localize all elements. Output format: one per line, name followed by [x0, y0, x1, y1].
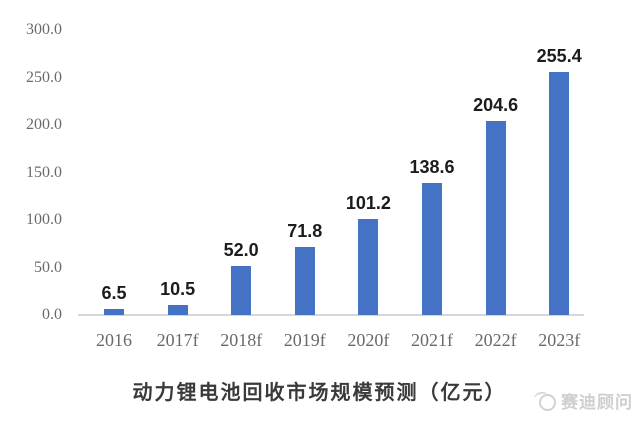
bar-value-label: 71.8 — [287, 220, 323, 241]
x-axis-tick-label: 2022f — [474, 330, 517, 350]
chart-title: 动力锂电池回收市场规模预测（亿元） — [132, 382, 507, 404]
y-axis-tick-label: 100.0 — [26, 211, 62, 228]
x-axis-tick-label: 2019f — [283, 330, 326, 350]
watermark: 赛迪顾问 — [533, 388, 633, 413]
y-axis-tick-label: 250.0 — [26, 68, 62, 86]
y-axis-tick-label: 150.0 — [26, 163, 62, 181]
bar-value-label: 6.5 — [101, 282, 127, 303]
bar-value-label: 255.4 — [536, 46, 582, 67]
x-axis-tick-label: 2020f — [347, 330, 390, 350]
y-axis-tick-label: 200.0 — [26, 116, 62, 133]
bar-2021f — [422, 183, 442, 315]
bar-2023f — [549, 72, 570, 315]
x-axis-tick-label: 2021f — [411, 330, 453, 350]
x-axis-tick-label: 2016 — [96, 330, 132, 350]
logo-globe-shape — [539, 393, 556, 411]
ccid-logo-icon — [533, 390, 556, 411]
bar-value-label: 52.0 — [223, 239, 259, 260]
y-axis-tick-label: 0.0 — [42, 306, 62, 323]
x-axis-tick-label: 2023f — [538, 330, 581, 350]
bar-2019f — [294, 246, 315, 315]
x-axis-tick-label: 2017f — [156, 330, 199, 350]
bar-value-label: 10.5 — [160, 279, 196, 300]
bar-2022f — [485, 120, 506, 315]
bar-value-label: 204.6 — [473, 94, 519, 115]
bar-value-label: 138.6 — [409, 157, 455, 178]
bar-2017f — [167, 305, 188, 315]
x-axis-line — [78, 314, 584, 316]
bar-2020f — [358, 218, 379, 315]
watermark-text: 赛迪顾问 — [561, 393, 633, 412]
bar-value-label: 101.2 — [345, 192, 391, 213]
bar-2018f — [231, 265, 252, 315]
y-axis-tick-label: 50.0 — [34, 258, 62, 276]
x-axis-tick-label: 2018f — [220, 330, 263, 350]
bar-2016 — [104, 308, 124, 315]
y-axis-tick-label: 300.0 — [26, 21, 62, 38]
